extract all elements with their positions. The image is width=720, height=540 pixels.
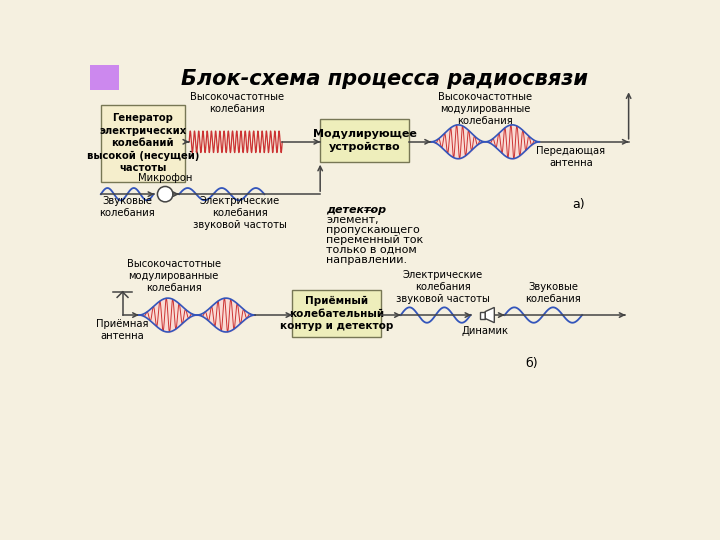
FancyBboxPatch shape xyxy=(101,105,184,182)
Text: пропускающего: пропускающего xyxy=(326,225,420,235)
Text: б): б) xyxy=(526,357,538,370)
Bar xyxy=(480,312,485,319)
Circle shape xyxy=(158,186,173,202)
Text: а): а) xyxy=(572,198,585,211)
FancyBboxPatch shape xyxy=(292,289,382,338)
Text: Блок-схема процесса радиосвязи: Блок-схема процесса радиосвязи xyxy=(181,69,588,89)
Text: Динамик: Динамик xyxy=(462,326,509,336)
Text: только в одном: только в одном xyxy=(326,245,417,255)
Text: Микрофон: Микрофон xyxy=(138,173,192,184)
Text: Модулирующее
устройство: Модулирующее устройство xyxy=(312,129,417,152)
Text: Звуковые
колебания: Звуковые колебания xyxy=(526,281,581,303)
Text: элемент,: элемент, xyxy=(326,215,379,225)
Text: Приёмная
антенна: Приёмная антенна xyxy=(96,319,149,341)
Bar xyxy=(90,65,120,90)
FancyBboxPatch shape xyxy=(320,119,409,162)
Text: направлении.: направлении. xyxy=(326,255,408,265)
Text: Электрические
колебания
звуковой частоты: Электрические колебания звуковой частоты xyxy=(193,197,287,231)
Text: Высокочастотные
колебания: Высокочастотные колебания xyxy=(190,92,284,114)
Text: Передающая
антенна: Передающая антенна xyxy=(536,146,606,167)
Text: Электрические
колебания
звуковой частоты: Электрические колебания звуковой частоты xyxy=(396,269,490,303)
Text: Высокочастотные
модулированные
колебания: Высокочастотные модулированные колебания xyxy=(127,260,221,294)
Text: Генератор
электрических
колебаний
высокой (несущей)
частоты: Генератор электрических колебаний высоко… xyxy=(86,113,199,173)
Text: Звуковые
колебания: Звуковые колебания xyxy=(99,197,155,219)
Polygon shape xyxy=(485,307,495,323)
Text: детектор: детектор xyxy=(326,205,387,215)
Text: переменный ток: переменный ток xyxy=(326,235,423,245)
Text: Высокочастотные
модулированные
колебания: Высокочастотные модулированные колебания xyxy=(438,92,532,126)
Text: Приёмный
колебательный
контур и детектор: Приёмный колебательный контур и детектор xyxy=(280,296,394,331)
Text: —: — xyxy=(361,205,375,215)
